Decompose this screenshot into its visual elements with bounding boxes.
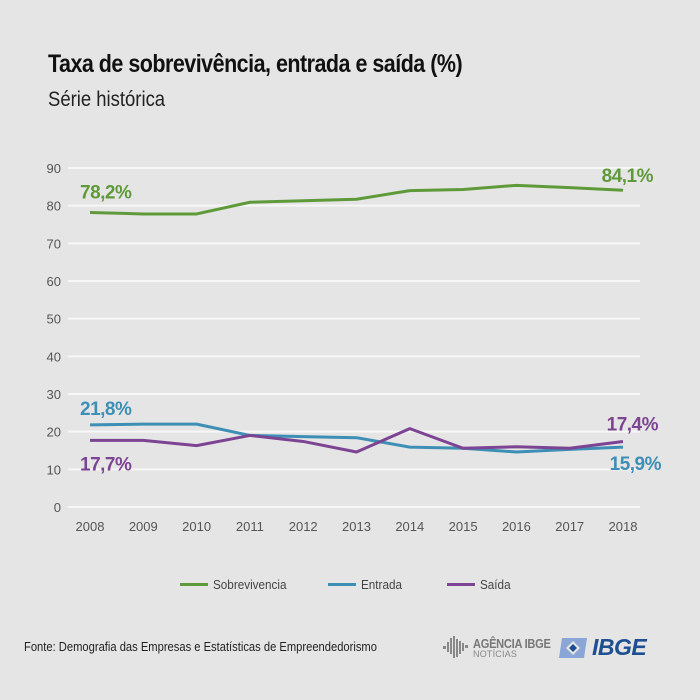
y-tick-label: 50 [47, 312, 61, 327]
x-tick-label: 2014 [395, 519, 424, 534]
legend-label: Entrada [361, 577, 402, 592]
agencia-ibge-label: AGÊNCIA IBGE [473, 636, 551, 651]
data-label-sobrevivencia: 78,2% [80, 182, 132, 203]
ibge-logo: IBGE [558, 634, 647, 661]
x-tick-label: 2015 [449, 519, 478, 534]
x-tick-label: 2009 [129, 519, 158, 534]
data-label-saida: 17,7% [80, 454, 132, 475]
x-tick-label: 2012 [289, 519, 318, 534]
legend-swatch [447, 583, 475, 586]
legend: Sobrevivencia Entrada Saída [0, 577, 700, 595]
x-tick-label: 2008 [76, 519, 105, 534]
legend-item-saida[interactable]: Saída [447, 577, 514, 592]
data-label-entrada: 21,8% [80, 399, 132, 420]
agencia-noticias-label: NOTÍCIAS [473, 649, 518, 659]
x-tick-label: 2018 [609, 519, 638, 534]
x-axis-ticks: 2008 2009 2010 2011 2012 2013 2014 2015 2016 2017… [76, 519, 638, 534]
y-tick-label: 70 [47, 236, 61, 251]
y-tick-label: 20 [47, 425, 61, 440]
agencia-ibge-icon [443, 636, 468, 658]
ibge-wordmark: IBGE [592, 634, 647, 660]
chart-subtitle: Série histórica [48, 88, 166, 111]
y-tick-label: 40 [47, 349, 61, 364]
series-line-sobrevivencia [89, 183, 624, 216]
gridlines [68, 167, 640, 508]
data-label-entrada: 15,9% [610, 454, 662, 475]
y-tick-label: 0 [54, 500, 61, 515]
legend-swatch [328, 583, 356, 586]
source-note: Fonte: Demografia das Empresas e Estatís… [24, 639, 377, 654]
legend-item-entrada[interactable]: Entrada [328, 577, 407, 592]
legend-label: Sobrevivencia [213, 577, 287, 592]
y-tick-label: 10 [47, 462, 61, 477]
x-tick-label: 2013 [342, 519, 371, 534]
data-labels: 78,2% 84,1% 21,8% 15,9% 17,7% 17,4% [80, 166, 662, 475]
chart-title: Taxa de sobrevivência, entrada e saída (… [48, 50, 463, 78]
y-tick-label: 90 [47, 161, 61, 176]
x-tick-label: 2016 [502, 519, 531, 534]
y-axis-ticks: 0 10 20 30 40 50 60 70 80 90 [47, 161, 61, 515]
y-tick-label: 60 [47, 274, 61, 289]
data-label-sobrevivencia: 84,1% [602, 166, 654, 187]
x-tick-label: 2017 [555, 519, 584, 534]
y-tick-label: 30 [47, 387, 61, 402]
x-tick-label: 2011 [236, 519, 264, 534]
agencia-ibge-logo: AGÊNCIA IBGE NOTÍCIAS [443, 634, 564, 662]
ibge-emblem-icon [559, 637, 587, 658]
series-lines [89, 183, 624, 454]
legend-swatch [180, 583, 208, 586]
x-tick-label: 2010 [182, 519, 211, 534]
legend-label: Saída [480, 577, 511, 592]
legend-item-sobrevivencia[interactable]: Sobrevivencia [180, 577, 295, 592]
y-tick-label: 80 [47, 199, 61, 214]
data-label-saida: 17,4% [607, 414, 659, 435]
